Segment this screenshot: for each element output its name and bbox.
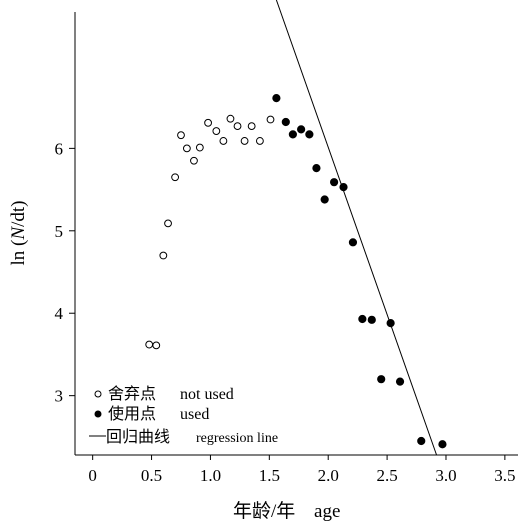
not-used-point <box>145 340 154 349</box>
legend-label-used: 使用点 used <box>108 405 209 423</box>
used-point <box>395 377 405 386</box>
used-point <box>272 93 281 103</box>
points-layer <box>145 93 447 449</box>
used-point <box>281 117 290 127</box>
legend-marker-not-used <box>94 390 102 398</box>
not-used-point <box>266 115 275 124</box>
not-used-point <box>247 122 256 131</box>
x-tick-label: 1.5 <box>259 466 280 485</box>
legend-label-not-used: 舍弃点 not used <box>108 385 234 403</box>
y-tick-label: 4 <box>55 304 64 323</box>
not-used-point <box>240 137 249 145</box>
used-point <box>312 164 321 173</box>
y-tick-label: 3 <box>55 387 64 406</box>
legend: 舍弃点 not used 使用点 used 回归曲线 regression li… <box>89 385 278 446</box>
used-point <box>367 315 376 324</box>
not-used-point <box>171 173 180 182</box>
not-used-point <box>177 131 185 140</box>
regression-layer <box>275 0 438 456</box>
used-point <box>305 130 314 139</box>
x-tick-label: 1.0 <box>200 466 221 485</box>
y-tick-label: 6 <box>55 139 64 158</box>
not-used-point <box>159 251 168 260</box>
used-point <box>320 195 329 204</box>
x-axis-title-cn: 年龄/年 <box>233 500 295 522</box>
not-used-point <box>164 219 172 228</box>
x-tick-label: 3.5 <box>494 466 515 485</box>
not-used-point <box>152 341 161 350</box>
not-used-point <box>182 144 191 153</box>
x-tick-label: 2.5 <box>376 466 397 485</box>
not-used-point <box>219 137 228 145</box>
used-point <box>348 238 358 247</box>
y-axis-title: ln (N/dt) <box>8 201 29 266</box>
not-used-point <box>256 137 264 145</box>
used-point <box>386 319 395 328</box>
x-tick-label: 3.0 <box>435 466 456 485</box>
used-point <box>438 440 447 449</box>
used-point <box>358 314 367 324</box>
y-tick-label: 5 <box>55 222 64 241</box>
not-used-point <box>233 122 242 131</box>
y-ticks: 3 4 5 6 <box>55 139 75 406</box>
not-used-point <box>204 118 212 127</box>
not-used-point <box>226 114 235 123</box>
legend-marker-used <box>94 410 102 418</box>
used-point <box>377 375 386 384</box>
used-point <box>339 183 348 192</box>
x-tick-label: 2.0 <box>318 466 339 485</box>
legend-label-regression: 回归曲线 regression line <box>106 428 278 446</box>
used-point <box>417 436 426 446</box>
not-used-point <box>212 127 221 135</box>
used-point <box>288 130 297 139</box>
x-axis-title-en: age <box>314 501 340 522</box>
regression-line <box>275 0 438 456</box>
axes <box>74 12 518 456</box>
x-axis-title: 年龄/年 age <box>233 500 340 522</box>
x-tick-label: 0 <box>88 466 97 485</box>
used-point <box>329 178 339 187</box>
not-used-point <box>195 143 204 152</box>
not-used-point <box>190 156 198 165</box>
x-tick-label: 0.5 <box>141 466 162 485</box>
used-point <box>297 125 306 134</box>
x-ticks: 0 0.5 1.0 1.5 2.0 2.5 3.0 3.5 <box>88 455 515 485</box>
